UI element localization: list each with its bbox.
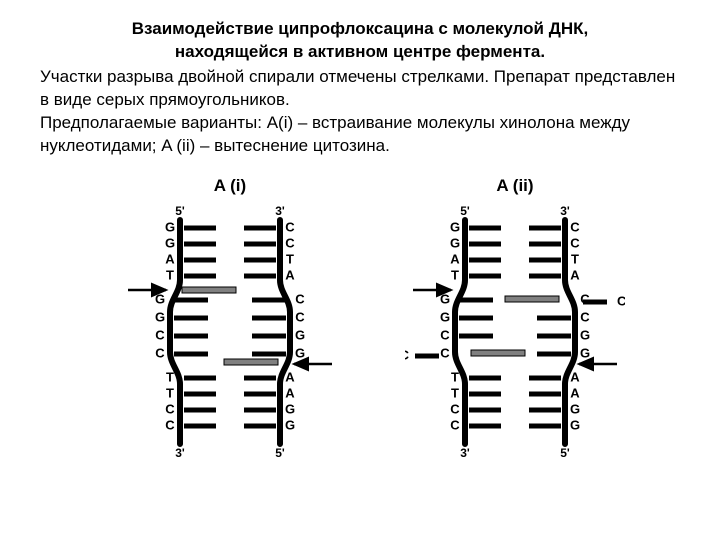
svg-text:3': 3' xyxy=(460,446,470,460)
svg-text:G: G xyxy=(285,401,295,416)
dna-diagram: 5'3'3'5'GCGCATTAGCGCCGCGTATACGCGCC xyxy=(405,202,625,462)
svg-text:A: A xyxy=(285,267,295,282)
figure-caption: Участки разрыва двойной спирали отмечены… xyxy=(40,66,680,158)
svg-text:5': 5' xyxy=(460,204,470,218)
svg-text:G: G xyxy=(440,291,450,306)
svg-text:G: G xyxy=(155,309,165,324)
svg-text:3': 3' xyxy=(175,446,185,460)
svg-text:T: T xyxy=(166,369,174,384)
svg-text:C: C xyxy=(285,235,295,250)
svg-text:G: G xyxy=(295,345,305,360)
svg-text:G: G xyxy=(570,417,580,432)
svg-text:G: G xyxy=(295,327,305,342)
drug-rect xyxy=(182,287,236,293)
svg-text:C: C xyxy=(440,345,450,360)
dna-diagram: 5'3'3'5'GCGCATTAGCGCCGCGTATACGCG xyxy=(120,202,340,462)
text-block: Взаимодействие ципрофлоксацина с молекул… xyxy=(0,0,720,158)
svg-text:G: G xyxy=(580,327,590,342)
svg-text:5': 5' xyxy=(560,446,570,460)
panel-a-i: A (i)5'3'3'5'GCGCATTAGCGCCGCGTATACGCG xyxy=(105,176,355,462)
title-line-2: находящейся в активном центре фермента. xyxy=(175,42,545,61)
svg-text:G: G xyxy=(580,345,590,360)
panel-a-ii: A (ii)5'3'3'5'GCGCATTAGCGCCGCGTATACGCGCC xyxy=(390,176,640,462)
svg-text:T: T xyxy=(451,267,459,282)
svg-text:C: C xyxy=(617,293,625,308)
svg-text:G: G xyxy=(165,219,175,234)
svg-text:A: A xyxy=(570,385,580,400)
svg-text:G: G xyxy=(155,291,165,306)
svg-text:C: C xyxy=(295,309,305,324)
svg-text:C: C xyxy=(440,327,450,342)
svg-text:C: C xyxy=(450,417,460,432)
svg-text:3': 3' xyxy=(560,204,570,218)
drug-rect xyxy=(471,350,525,356)
svg-text:T: T xyxy=(451,385,459,400)
svg-text:C: C xyxy=(155,345,165,360)
svg-text:A: A xyxy=(570,369,580,384)
svg-text:C: C xyxy=(450,401,460,416)
svg-text:C: C xyxy=(155,327,165,342)
svg-text:G: G xyxy=(285,417,295,432)
svg-text:G: G xyxy=(570,401,580,416)
svg-text:A: A xyxy=(285,369,295,384)
svg-text:A: A xyxy=(570,267,580,282)
svg-text:C: C xyxy=(165,401,175,416)
svg-text:A: A xyxy=(165,251,175,266)
svg-text:G: G xyxy=(450,235,460,250)
svg-text:C: C xyxy=(165,417,175,432)
svg-text:T: T xyxy=(166,267,174,282)
svg-text:G: G xyxy=(165,235,175,250)
svg-text:C: C xyxy=(570,235,580,250)
svg-text:C: C xyxy=(295,291,305,306)
svg-text:C: C xyxy=(285,219,295,234)
drug-rect xyxy=(505,296,559,302)
svg-text:5': 5' xyxy=(275,446,285,460)
panel-label: A (ii) xyxy=(390,176,640,196)
svg-text:T: T xyxy=(166,385,174,400)
svg-text:5': 5' xyxy=(175,204,185,218)
drug-rect xyxy=(224,359,278,365)
svg-text:C: C xyxy=(570,219,580,234)
svg-text:C: C xyxy=(580,309,590,324)
figure-title: Взаимодействие ципрофлоксацина с молекул… xyxy=(40,18,680,64)
svg-text:T: T xyxy=(451,369,459,384)
svg-text:T: T xyxy=(571,251,579,266)
svg-text:A: A xyxy=(450,251,460,266)
svg-text:T: T xyxy=(286,251,294,266)
svg-text:3': 3' xyxy=(275,204,285,218)
svg-text:G: G xyxy=(450,219,460,234)
svg-text:G: G xyxy=(440,309,450,324)
panel-label: A (i) xyxy=(105,176,355,196)
svg-text:C: C xyxy=(405,347,410,362)
title-line-1: Взаимодействие ципрофлоксацина с молекул… xyxy=(132,19,588,38)
svg-text:A: A xyxy=(285,385,295,400)
